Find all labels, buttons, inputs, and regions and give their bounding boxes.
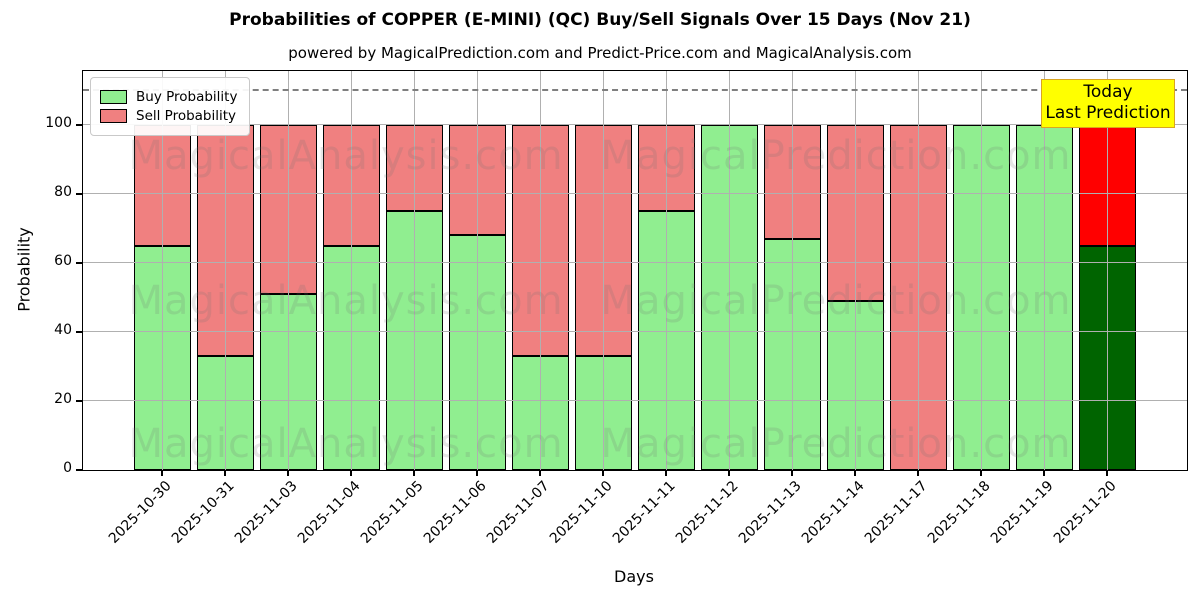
watermark-text: MagicalPrediction.com xyxy=(600,278,1072,324)
x-tick-mark xyxy=(728,470,730,476)
x-tick-mark xyxy=(665,470,667,476)
x-tick-label: 2025-10-30 xyxy=(105,478,175,547)
x-tick-label: 2025-11-14 xyxy=(798,478,868,547)
v-gridline xyxy=(225,71,227,470)
legend-item-buy: Buy Probability xyxy=(100,89,237,105)
v-gridline xyxy=(1107,71,1109,470)
watermark-text: MagicalAnalysis.com xyxy=(128,278,564,324)
y-tick-label: 60 xyxy=(54,253,72,269)
x-tick-mark xyxy=(602,470,604,476)
v-gridline xyxy=(540,71,542,470)
today-annotation-box: Today Last Prediction xyxy=(1041,79,1175,128)
today-annotation-line1: Today xyxy=(1083,82,1133,102)
dashed-threshold-line xyxy=(83,88,1187,91)
x-axis-label: Days xyxy=(614,567,654,586)
x-tick-label: 2025-11-13 xyxy=(735,478,805,547)
watermark-text: MagicalPrediction.com xyxy=(600,133,1072,179)
y-tick-label: 40 xyxy=(54,322,72,338)
x-tick-mark xyxy=(1106,470,1108,476)
x-tick-label: 2025-11-03 xyxy=(231,478,301,547)
x-tick-mark xyxy=(476,470,478,476)
x-tick-label: 2025-11-04 xyxy=(294,478,364,547)
y-tick-mark xyxy=(76,331,82,333)
legend: Buy Probability Sell Probability xyxy=(90,77,251,136)
y-tick-mark xyxy=(76,469,82,471)
x-tick-label: 2025-11-06 xyxy=(420,478,490,547)
v-gridline xyxy=(477,71,479,470)
v-gridline xyxy=(288,71,290,470)
y-tick-mark xyxy=(76,262,82,264)
x-tick-label: 2025-10-31 xyxy=(168,478,238,547)
x-tick-mark xyxy=(791,470,793,476)
h-gridline xyxy=(83,193,1187,194)
y-tick-label: 80 xyxy=(54,184,72,200)
h-gridline xyxy=(83,124,1187,125)
x-tick-label: 2025-11-12 xyxy=(672,478,742,547)
x-tick-label: 2025-11-17 xyxy=(861,478,931,547)
v-gridline xyxy=(666,71,668,470)
v-gridline xyxy=(918,71,920,470)
y-axis-label: Probability xyxy=(14,227,34,312)
chart-title: Probabilities of COPPER (E-MINI) (QC) Bu… xyxy=(229,10,971,30)
y-tick-label: 100 xyxy=(45,115,72,131)
x-tick-mark xyxy=(854,470,856,476)
v-gridline xyxy=(162,71,163,470)
v-gridline xyxy=(603,71,605,470)
v-gridline xyxy=(792,71,794,470)
v-gridline xyxy=(351,71,353,470)
y-tick-label: 0 xyxy=(63,460,72,476)
x-tick-label: 2025-11-11 xyxy=(609,478,679,547)
y-tick-mark xyxy=(76,193,82,195)
v-gridline xyxy=(855,71,857,470)
legend-item-sell: Sell Probability xyxy=(100,108,237,124)
h-gridline xyxy=(83,400,1187,401)
x-tick-mark xyxy=(980,470,982,476)
x-tick-mark xyxy=(539,470,541,476)
x-tick-label: 2025-11-05 xyxy=(357,478,427,547)
chart-subtitle: powered by MagicalPrediction.com and Pre… xyxy=(288,44,912,62)
x-tick-mark xyxy=(224,470,226,476)
x-tick-mark xyxy=(413,470,415,476)
x-tick-label: 2025-11-20 xyxy=(1050,478,1120,547)
x-tick-mark xyxy=(287,470,289,476)
sell-swatch xyxy=(100,109,127,123)
x-tick-label: 2025-11-19 xyxy=(987,478,1057,547)
x-tick-mark xyxy=(1043,470,1045,476)
x-tick-label: 2025-11-07 xyxy=(483,478,553,547)
v-gridline xyxy=(981,71,983,470)
watermark-text: MagicalAnalysis.com xyxy=(128,133,564,179)
legend-sell-label: Sell Probability xyxy=(136,108,237,124)
legend-buy-label: Buy Probability xyxy=(136,89,238,105)
v-gridline xyxy=(414,71,416,470)
y-tick-mark xyxy=(76,400,82,402)
plot-area: Buy Probability Sell Probability Magical… xyxy=(82,70,1188,471)
x-tick-mark xyxy=(917,470,919,476)
y-tick-mark xyxy=(76,124,82,126)
h-gridline xyxy=(83,262,1187,263)
x-tick-label: 2025-11-18 xyxy=(924,478,994,547)
x-tick-label: 2025-11-10 xyxy=(546,478,616,547)
x-tick-mark xyxy=(350,470,352,476)
watermark-text: MagicalAnalysis.com xyxy=(128,421,564,467)
y-tick-label: 20 xyxy=(54,391,72,407)
v-gridline xyxy=(729,71,731,470)
today-annotation-line2: Last Prediction xyxy=(1045,103,1171,123)
v-gridline xyxy=(1044,71,1046,470)
h-gridline xyxy=(83,331,1187,332)
buy-swatch xyxy=(100,90,127,104)
x-tick-mark xyxy=(161,470,163,476)
watermark-text: MagicalPrediction.com xyxy=(600,421,1072,467)
